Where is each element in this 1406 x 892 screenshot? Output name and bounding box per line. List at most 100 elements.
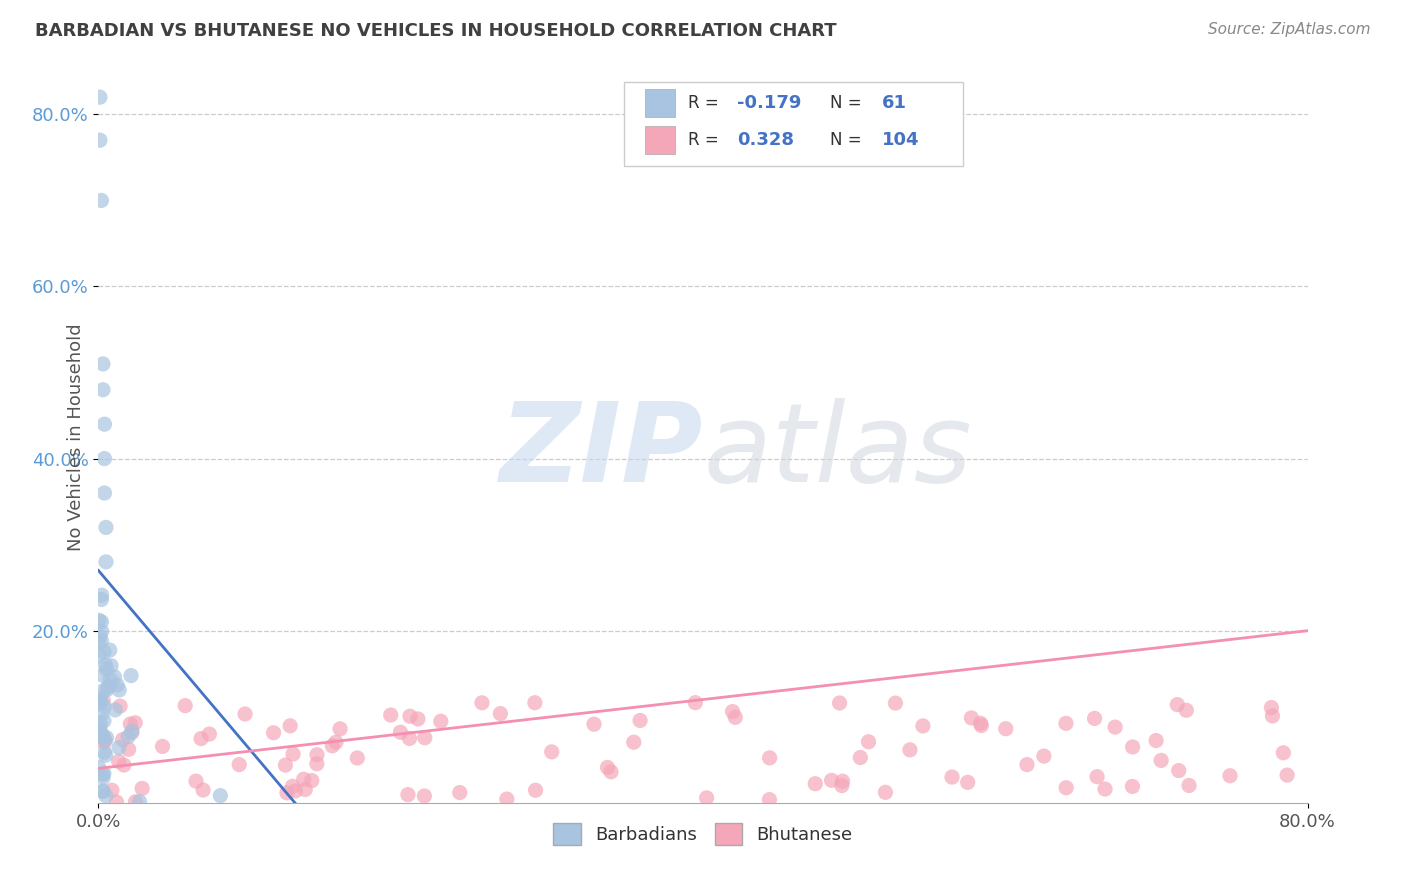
Point <box>87 613 110 627</box>
Point <box>87 636 110 650</box>
Text: N =: N = <box>830 131 862 149</box>
Point <box>105 795 128 809</box>
Point <box>120 717 142 731</box>
FancyBboxPatch shape <box>624 82 963 167</box>
Point <box>91 693 114 707</box>
Point <box>875 785 897 799</box>
Point <box>1054 780 1077 795</box>
Point <box>1272 746 1295 760</box>
Point <box>623 735 645 749</box>
Point <box>90 696 112 710</box>
Point <box>91 383 114 397</box>
Point <box>524 783 547 797</box>
Point <box>90 726 112 740</box>
Point <box>101 783 124 797</box>
Point <box>94 734 117 748</box>
Point <box>128 795 150 809</box>
Point <box>105 678 128 692</box>
Point <box>93 766 115 780</box>
Point <box>831 779 853 793</box>
Point <box>406 712 429 726</box>
Point <box>396 788 419 802</box>
Point <box>111 732 134 747</box>
Point <box>98 643 121 657</box>
Text: 61: 61 <box>882 95 907 112</box>
Y-axis label: No Vehicles in Household: No Vehicles in Household <box>66 323 84 551</box>
Point <box>884 696 907 710</box>
Point <box>124 795 146 809</box>
Point <box>98 673 121 687</box>
Point <box>413 789 436 803</box>
Point <box>1150 753 1173 767</box>
Point <box>911 719 934 733</box>
Point <box>174 698 197 713</box>
Point <box>758 792 780 806</box>
Point <box>994 722 1017 736</box>
Point <box>121 725 143 739</box>
Point <box>91 706 114 721</box>
Point <box>398 731 420 746</box>
Point <box>1260 700 1282 714</box>
Point <box>301 773 323 788</box>
Text: atlas: atlas <box>703 398 972 505</box>
Point <box>191 783 214 797</box>
Point <box>1261 709 1284 723</box>
Point <box>89 629 111 643</box>
Point <box>91 668 114 682</box>
Point <box>96 662 118 676</box>
Point <box>108 740 131 755</box>
Text: BARBADIAN VS BHUTANESE NO VEHICLES IN HOUSEHOLD CORRELATION CHART: BARBADIAN VS BHUTANESE NO VEHICLES IN HO… <box>35 22 837 40</box>
Point <box>90 624 112 639</box>
Point <box>399 709 422 723</box>
Point <box>93 683 115 698</box>
Point <box>849 750 872 764</box>
Point <box>380 708 402 723</box>
Point <box>1015 757 1038 772</box>
Point <box>91 784 114 798</box>
Point <box>96 682 118 697</box>
Point <box>305 747 328 762</box>
Point <box>274 758 297 772</box>
Point <box>94 555 117 569</box>
Point <box>93 745 115 759</box>
Text: Source: ZipAtlas.com: Source: ZipAtlas.com <box>1208 22 1371 37</box>
Bar <box>645 89 675 117</box>
Point <box>209 789 232 803</box>
Point <box>100 658 122 673</box>
Point <box>93 699 115 714</box>
Text: R =: R = <box>689 95 720 112</box>
Point <box>93 451 115 466</box>
Point <box>1083 711 1105 725</box>
Point <box>898 743 921 757</box>
Point <box>107 755 129 769</box>
Point <box>1175 703 1198 717</box>
Point <box>346 751 368 765</box>
Point <box>90 194 112 208</box>
Text: 104: 104 <box>882 131 920 149</box>
Point <box>93 714 115 728</box>
Point <box>956 775 979 789</box>
Point <box>278 719 301 733</box>
Point <box>263 725 285 739</box>
Point <box>93 645 115 659</box>
Point <box>284 784 307 798</box>
Point <box>329 722 352 736</box>
Point <box>228 757 250 772</box>
Point <box>804 777 827 791</box>
Point <box>94 748 117 763</box>
Point <box>831 774 853 789</box>
Point <box>198 727 221 741</box>
Point <box>91 784 114 798</box>
Point <box>325 735 347 749</box>
Point <box>117 730 139 744</box>
Point <box>489 706 512 721</box>
Point <box>87 760 110 774</box>
Point <box>1085 770 1108 784</box>
Point <box>540 745 562 759</box>
Point <box>1275 768 1298 782</box>
Point <box>1122 739 1144 754</box>
Point <box>305 756 328 771</box>
Point <box>93 731 115 746</box>
Point <box>1094 782 1116 797</box>
Point <box>233 706 256 721</box>
